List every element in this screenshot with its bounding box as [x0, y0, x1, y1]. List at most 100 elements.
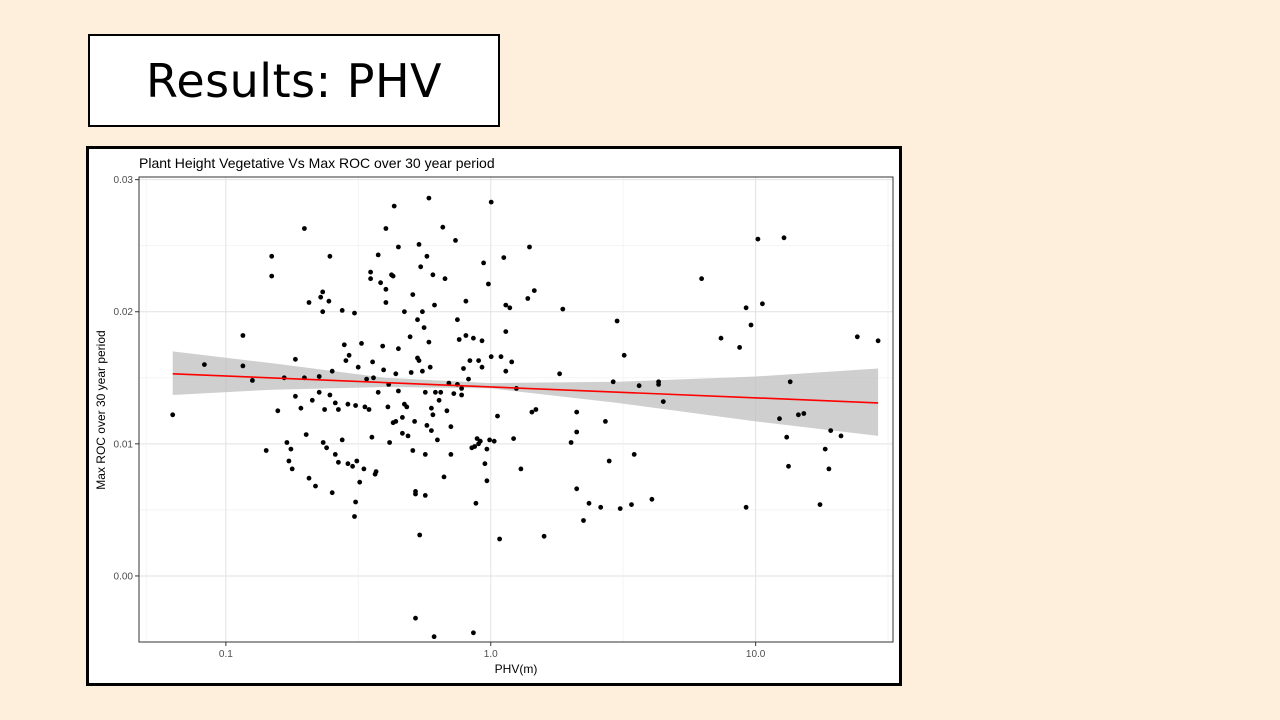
- data-point: [488, 199, 494, 205]
- data-point: [610, 379, 616, 385]
- y-tick-label: 0.03: [114, 175, 134, 186]
- data-point: [509, 359, 515, 365]
- data-point: [339, 437, 345, 443]
- data-point: [408, 370, 414, 375]
- data-point: [621, 352, 627, 358]
- data-point: [240, 333, 246, 338]
- data-point: [777, 416, 782, 422]
- chart-frame: Plant Height Vegetative Vs Max ROC over …: [86, 146, 902, 686]
- data-point: [421, 325, 427, 330]
- data-point: [202, 362, 207, 367]
- data-points: [170, 195, 881, 640]
- data-point: [444, 408, 450, 414]
- data-point: [617, 506, 623, 511]
- data-point: [472, 444, 478, 449]
- data-point: [466, 376, 471, 382]
- data-point: [560, 306, 566, 312]
- data-point: [385, 404, 391, 410]
- y-axis-ticks: 0.00 0.01 0.02 0.03: [114, 175, 139, 582]
- data-point: [375, 389, 381, 395]
- data-point: [422, 493, 428, 498]
- x-tick-label: 0.1: [219, 649, 233, 660]
- data-point: [471, 335, 476, 341]
- data-point: [416, 242, 422, 247]
- data-point: [383, 286, 389, 292]
- data-point: [748, 322, 754, 328]
- data-point: [303, 432, 309, 437]
- data-point: [482, 461, 488, 467]
- data-point: [476, 358, 481, 363]
- x-tick-label: 1.0: [484, 649, 498, 660]
- data-point: [275, 408, 281, 414]
- data-point: [557, 371, 562, 377]
- data-point: [410, 292, 416, 297]
- data-point: [286, 458, 292, 464]
- data-point: [400, 430, 405, 436]
- data-point: [486, 281, 491, 287]
- data-point: [426, 339, 432, 345]
- data-point: [574, 486, 580, 492]
- data-point: [541, 533, 547, 539]
- data-point: [487, 437, 492, 443]
- y-tick-label: 0.02: [114, 307, 134, 318]
- data-point: [413, 615, 418, 621]
- data-point: [324, 445, 329, 451]
- data-point: [427, 364, 433, 370]
- data-point: [313, 483, 318, 489]
- data-point: [269, 253, 275, 259]
- data-point: [393, 371, 399, 377]
- data-point: [405, 433, 411, 439]
- data-point: [451, 391, 457, 396]
- data-point: [586, 500, 592, 506]
- data-point: [284, 440, 290, 445]
- data-point: [318, 294, 324, 300]
- x-axis-ticks: 0.1 1.0 10.0: [219, 642, 766, 660]
- data-point: [417, 532, 423, 538]
- data-point: [488, 354, 494, 360]
- data-point: [341, 342, 347, 348]
- data-point: [503, 368, 509, 374]
- plot-border: [138, 176, 894, 643]
- data-point: [440, 224, 446, 230]
- slide-title-box: Results: PHV: [88, 34, 500, 127]
- data-point: [568, 440, 574, 445]
- data-point: [479, 364, 485, 370]
- y-axis-label: Max ROC over 30 year period: [94, 330, 108, 489]
- data-point: [448, 452, 454, 457]
- data-point: [614, 318, 620, 324]
- data-point: [322, 407, 327, 412]
- data-point: [396, 388, 401, 394]
- data-point: [368, 276, 373, 282]
- data-point: [329, 490, 335, 496]
- data-point: [336, 407, 341, 412]
- data-point: [288, 446, 294, 452]
- data-point: [503, 329, 509, 334]
- data-point: [410, 448, 416, 453]
- data-point: [327, 392, 333, 398]
- data-point: [473, 500, 479, 506]
- data-point: [329, 368, 335, 374]
- data-point: [361, 466, 367, 472]
- data-point: [828, 428, 834, 433]
- data-point: [453, 238, 458, 243]
- data-point: [598, 504, 604, 510]
- data-point: [293, 356, 298, 362]
- data-point: [424, 423, 430, 428]
- data-point: [383, 226, 389, 231]
- data-point: [574, 409, 580, 415]
- data-point: [533, 407, 539, 412]
- data-point: [801, 411, 807, 416]
- data-point: [477, 438, 483, 444]
- data-point: [373, 469, 379, 474]
- data-point: [796, 412, 801, 418]
- data-point: [396, 346, 401, 352]
- data-point: [387, 440, 392, 445]
- data-point: [786, 463, 791, 469]
- data-point: [362, 404, 368, 410]
- data-point: [446, 380, 452, 386]
- data-point: [240, 363, 246, 369]
- data-point: [352, 310, 357, 316]
- data-point: [432, 302, 437, 308]
- data-point: [817, 502, 823, 507]
- data-point: [498, 354, 504, 360]
